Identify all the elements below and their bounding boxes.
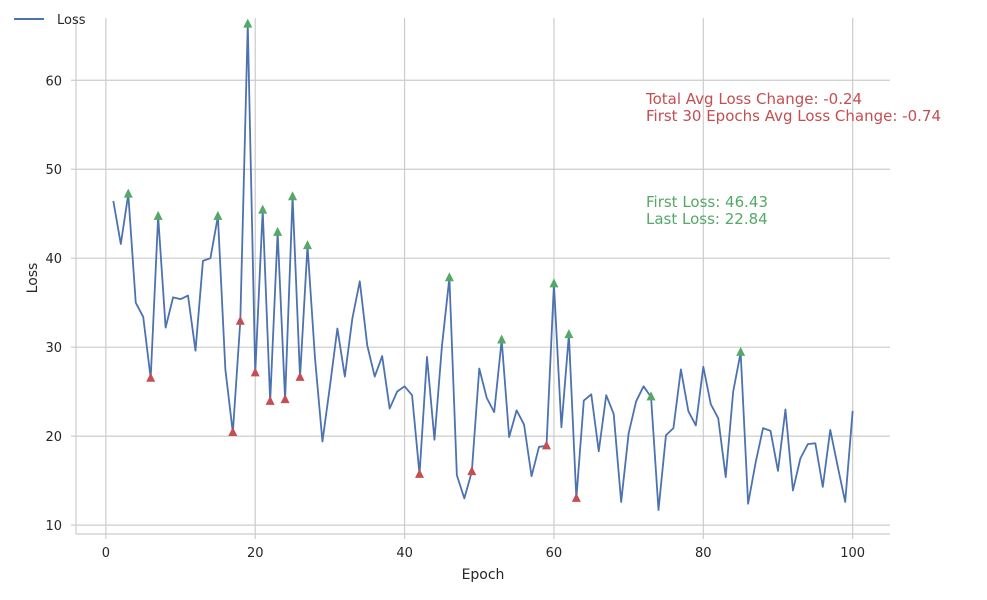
first-30-avg-loss-change: First 30 Epochs Avg Loss Change: -0.74 bbox=[646, 107, 941, 125]
local-maximum-marker bbox=[646, 391, 656, 401]
local-minimum-marker bbox=[146, 372, 156, 382]
y-tick-label: 50 bbox=[45, 163, 62, 178]
local-maximum-marker bbox=[243, 18, 253, 28]
local-minimum-marker bbox=[467, 466, 477, 476]
local-maximum-marker bbox=[497, 334, 507, 344]
first-loss: First Loss: 46.43 bbox=[646, 193, 768, 211]
grid bbox=[71, 18, 890, 539]
legend-label: Loss bbox=[57, 13, 86, 28]
x-axis-label: Epoch bbox=[462, 567, 505, 583]
y-tick-label: 60 bbox=[45, 74, 62, 89]
x-tick-label: 20 bbox=[247, 546, 264, 561]
y-tick-label: 40 bbox=[45, 252, 62, 267]
y-axis-label: Loss bbox=[25, 263, 41, 294]
total-avg-loss-change: Total Avg Loss Change: -0.24 bbox=[645, 90, 862, 108]
y-tick-label: 20 bbox=[45, 430, 62, 445]
local-minimum-marker bbox=[415, 468, 425, 478]
series-line-loss bbox=[112, 23, 854, 511]
local-maximum-marker bbox=[444, 272, 454, 282]
local-maximum-marker bbox=[213, 210, 223, 220]
series-group bbox=[112, 23, 854, 511]
x-tick-label: 40 bbox=[396, 546, 413, 561]
local-minimum-marker bbox=[571, 492, 581, 502]
local-minimum-marker bbox=[295, 371, 305, 381]
local-minimum-marker bbox=[235, 315, 245, 325]
y-tick-label: 10 bbox=[45, 519, 62, 534]
local-maximum-marker bbox=[273, 226, 283, 236]
local-minimum-marker bbox=[250, 367, 260, 377]
local-maximum-marker bbox=[123, 188, 133, 198]
x-tick-labels: 0 20 40 60 80 100 bbox=[102, 546, 865, 561]
local-minimum-marker bbox=[541, 440, 551, 450]
y-tick-labels: 10 20 30 40 50 60 bbox=[45, 74, 62, 534]
local-minimum-marker bbox=[228, 426, 238, 436]
local-minimum-marker bbox=[280, 394, 290, 404]
local-minimum-marker bbox=[265, 395, 275, 405]
local-maximum-marker bbox=[564, 329, 574, 339]
legend: Loss bbox=[14, 13, 86, 28]
last-loss: Last Loss: 22.84 bbox=[646, 210, 768, 228]
local-maximum-marker bbox=[303, 240, 313, 250]
x-tick-label: 0 bbox=[102, 546, 110, 561]
x-tick-label: 60 bbox=[546, 546, 563, 561]
y-tick-label: 30 bbox=[45, 341, 62, 356]
local-maximum-marker bbox=[736, 346, 746, 356]
x-tick-label: 80 bbox=[695, 546, 712, 561]
axes bbox=[75, 18, 890, 535]
local-maximum-marker bbox=[549, 278, 559, 288]
extrema-markers bbox=[123, 18, 746, 502]
x-tick-label: 100 bbox=[840, 546, 865, 561]
local-maximum-marker bbox=[258, 204, 268, 214]
local-maximum-marker bbox=[288, 191, 298, 201]
local-maximum-marker bbox=[153, 210, 163, 220]
